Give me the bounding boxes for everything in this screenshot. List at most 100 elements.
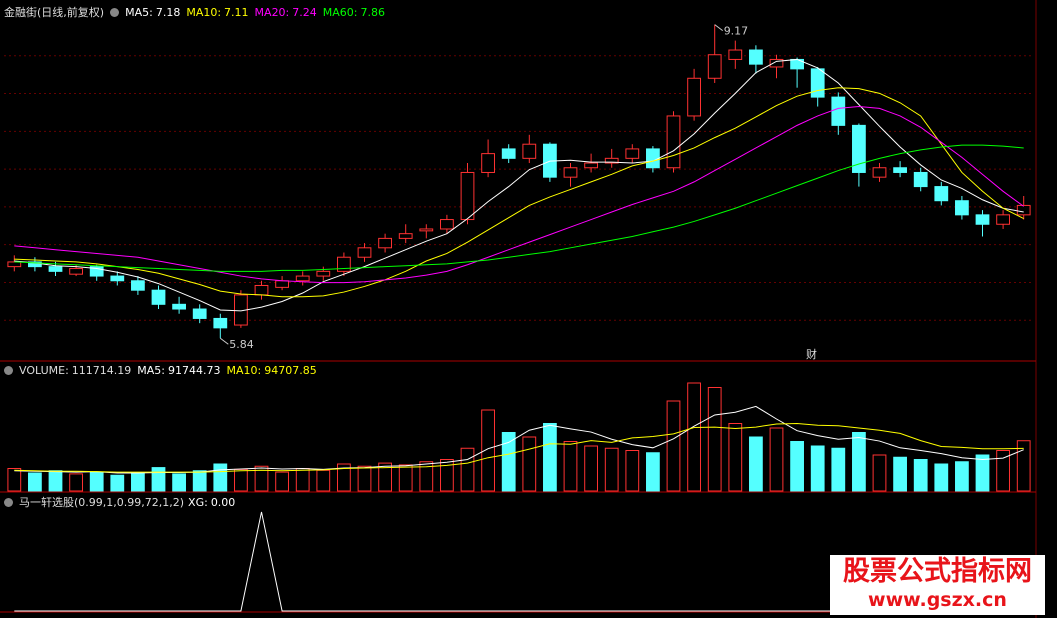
title: 马一轩选股(0.99,1,0.99,72,1,2) [19, 496, 185, 509]
high-pointer [714, 24, 724, 31]
volume-bar [934, 463, 949, 492]
icon [4, 366, 13, 375]
volume-bar [316, 469, 331, 492]
legend-value: 0.00 [210, 496, 236, 509]
volume-bar [275, 471, 289, 492]
candle-body [460, 171, 475, 221]
icon [4, 498, 13, 507]
watermark-url: www.gszx.cn [868, 589, 1007, 611]
candle-body [110, 275, 125, 282]
volume-bar [872, 454, 887, 492]
candle-body [584, 162, 598, 169]
volume-bar [749, 436, 763, 492]
candle-body [192, 308, 207, 319]
volume-bar [357, 465, 372, 492]
legend-value: 94707.85 [264, 364, 317, 377]
legend-name: MA5: [125, 6, 153, 19]
legend-value: 7.86 [360, 6, 385, 19]
candle-body [69, 268, 83, 275]
volume-bar [522, 436, 537, 492]
volume-bar [192, 470, 207, 492]
volume-bar [996, 450, 1010, 492]
candle-body [131, 280, 145, 291]
candle-body [666, 115, 681, 169]
volume-bar [852, 432, 866, 492]
legend-value: 7.18 [155, 6, 181, 19]
candle-body [975, 214, 990, 225]
volume-bar [110, 474, 125, 492]
volume-bar [172, 473, 186, 492]
volume-bar [790, 441, 804, 492]
legend-name: MA10: [226, 364, 262, 377]
candle-body [831, 96, 846, 126]
candle-body [769, 58, 784, 68]
legend-name: XG: [188, 496, 208, 509]
volume-bar [625, 450, 640, 492]
candle-body [398, 233, 413, 239]
candle-body [337, 256, 351, 272]
candle-body [934, 186, 949, 202]
volume-bar [584, 445, 598, 492]
volume-bar [337, 463, 351, 492]
volume-bar [481, 409, 495, 492]
volume-header: VOLUME: 111714.19 MA5: 91744.73 MA10: 94707.8… [4, 364, 323, 377]
series-line [14, 106, 1024, 284]
candle-body [89, 266, 104, 277]
legend-name: MA10: [186, 6, 222, 19]
volume-bar [646, 452, 660, 492]
badge: 财 [806, 347, 817, 361]
candle-body [625, 148, 640, 159]
volume-bar [501, 432, 516, 492]
legend-name: MA60: [322, 6, 358, 19]
price-header: 金融街(日线,前复权) MA5: 7.18 MA10: 7.11 MA20: 7.24 MA6… [4, 4, 391, 20]
volume-bar [48, 470, 63, 492]
volume-bar [769, 427, 784, 492]
candle-body [151, 289, 166, 305]
candle-body [852, 124, 866, 173]
volume-bar [151, 467, 166, 492]
legend-name: MA20: [254, 6, 290, 19]
candle-body [254, 284, 269, 296]
volume-bar [254, 465, 269, 492]
candle-body [213, 317, 228, 329]
volume-bar [69, 473, 83, 492]
watermark-title: 股票公式指标网 [843, 556, 1032, 587]
indicator-header: 马一轩选股(0.99,1,0.99,72,1,2) XG: 0.00 [4, 494, 241, 510]
candle-body [522, 143, 537, 159]
candle-body [316, 270, 331, 277]
volume-bar [687, 382, 701, 492]
series-line [14, 87, 1024, 298]
candle-body [48, 266, 63, 272]
volume-bar [295, 468, 310, 492]
candle-body [378, 237, 392, 249]
volume-bar [543, 423, 557, 492]
candle-body [357, 247, 372, 258]
volume-bar [810, 445, 825, 492]
candle-body [563, 167, 578, 178]
candle-body [295, 275, 310, 282]
candle-body [872, 167, 887, 178]
volume-bar [666, 400, 681, 492]
candle-body [172, 303, 186, 310]
volume-bar [89, 471, 104, 492]
volume-bar [563, 441, 578, 492]
candle-body [893, 167, 907, 173]
volume-bar [707, 387, 722, 492]
volume-bar [378, 462, 392, 492]
volume-bar [1016, 440, 1031, 492]
volume-bar [893, 456, 907, 492]
icon [110, 8, 120, 17]
legend-name: VOLUME: [19, 364, 69, 377]
legend-value: 7.24 [292, 6, 317, 19]
legend-value: 7.11 [224, 6, 249, 19]
series-line [14, 58, 1024, 312]
volume-bar [440, 459, 454, 492]
series-line [14, 144, 1024, 272]
candle-body [440, 219, 454, 230]
volume-bar [955, 461, 969, 492]
low-pointer [220, 337, 229, 345]
candle-body [913, 171, 928, 188]
candle-body [419, 228, 434, 232]
